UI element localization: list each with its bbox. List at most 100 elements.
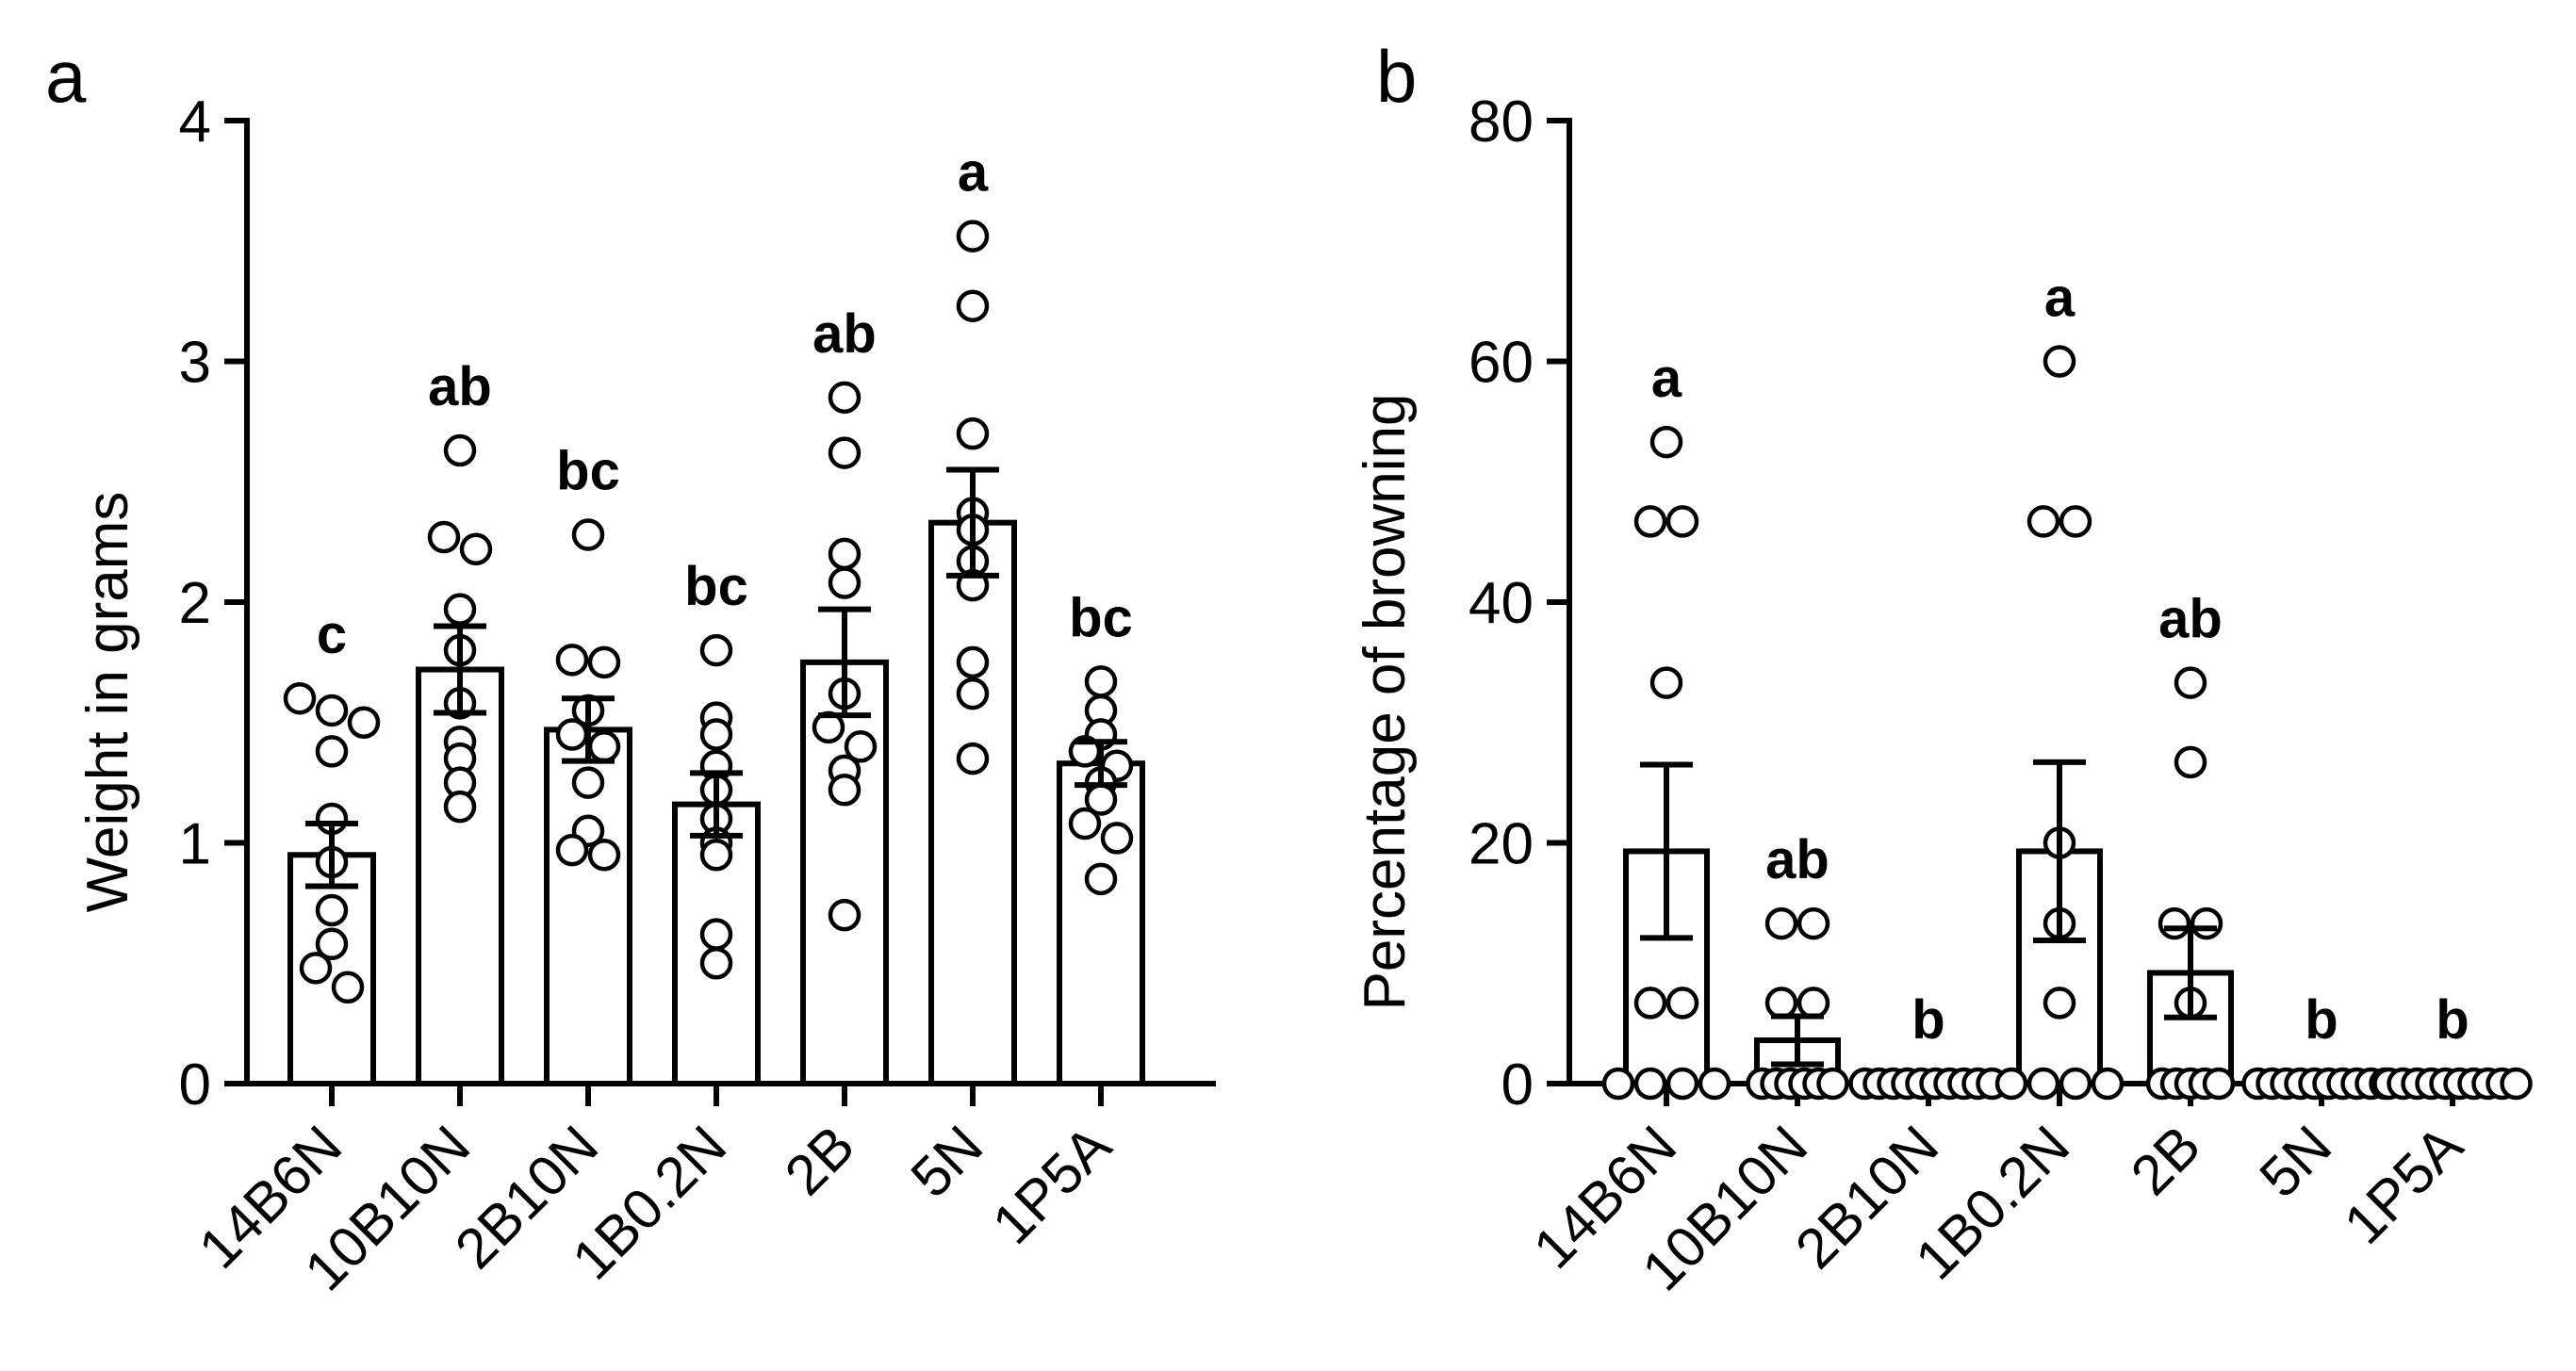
panel-a-point-14B6N [299,952,333,985]
panel-a-point-2B10N [571,518,605,551]
panel-a-significance-1P5A: bc [1069,587,1133,648]
panel-a-point-1B0.2N [699,947,733,980]
panel-b-y-tick-label: 40 [1468,571,1534,636]
panel-a-point-2B [828,898,861,932]
panel-b-label: b [1376,35,1417,118]
panel-b-point-1B0.2N [2059,1067,2092,1101]
panel-b-point-2B [2190,906,2223,940]
panel-a-point-10B10N [427,520,461,554]
panel-b-point-2B [2174,745,2207,779]
panel-a-significance-5N: a [958,142,989,204]
panel-b-point-2B [2158,906,2191,940]
panel-a-point-10B10N [443,433,477,467]
panel-a-point-10B10N [443,790,477,824]
panel-b-point-10B10N [1764,906,1798,940]
panel-b-bar-1B0.2N [2016,848,2103,1086]
panel-a-point-5N [956,645,990,679]
panel-a-point-10B10N [443,593,477,626]
panel-a-point-1P5A [1084,665,1118,698]
panel-a-point-14B6N [283,681,317,715]
panel-b-point-1B0.2N [2059,505,2092,538]
panel-b-significance-10B10N: ab [1765,829,1829,890]
panel-a-significance-2B: ab [812,303,877,365]
panel-a-point-2B [828,566,861,599]
panel-b-point-1B0.2N [2026,505,2060,538]
panel-a-point-2B [828,381,861,415]
panel-a-significance-10B10N: ab [428,356,492,417]
panel-a-significance-1B0.2N: bc [684,556,748,617]
panel-a-point-2B10N [587,839,621,872]
panel-a-point-2B [844,730,878,763]
panel-a-y-tick-label: 1 [179,812,211,877]
panel-b-significance-2B: ab [2158,589,2223,650]
panel-a-point-1B0.2N [699,918,733,951]
panel-a-point-2B10N [555,833,589,867]
panel-a-y-axis-title: Weight in grams [75,492,140,913]
panel-a-point-1B0.2N [699,633,733,667]
panel-a-point-14B6N [331,971,365,1004]
panel-a-point-14B6N [315,694,349,727]
panel-b-point-14B6N [1665,987,1699,1020]
panel-a-point-1P5A [1068,807,1102,841]
panel-b-point-1B0.2N [1994,1067,2028,1101]
panel-b-y-tick-label: 0 [1501,1053,1534,1118]
panel-b-significance-2B10N: b [1911,989,1944,1051]
panel-a-point-5N [956,416,990,450]
panel-b-point-10B10N [1816,1067,1849,1101]
panel-a-point-1B0.2N [699,718,733,751]
panel-a-significance-14B6N: c [317,604,347,665]
panel-b-y-tick-label: 20 [1468,812,1534,877]
panel-a-point-2B [828,537,861,571]
panel-a-point-2B [828,436,861,469]
panel-b-point-1B0.2N [2043,345,2076,378]
panel-a-point-2B10N [587,645,621,679]
panel-a-point-2B [828,774,861,807]
panel-b-significance-1P5A: b [2436,989,2469,1051]
panel-a-point-1P5A [1084,862,1118,896]
panel-b-point-2B [2174,666,2207,699]
panel-a-point-1B0.2N [699,839,733,872]
panel-b-point-1B0.2N [2091,1067,2125,1101]
panel-a-point-5N [956,677,990,710]
panel-b-point-14B6N [1649,666,1683,699]
panel-a-y-tick-label: 3 [179,331,211,396]
panel-a-y-tick-label: 4 [179,90,211,155]
panel-a-significance-2B10N: bc [556,440,620,501]
panel-b-point-14B6N [1698,1067,1731,1101]
panel-a-point-2B10N [555,718,589,751]
panel-a-point-2B10N [587,730,621,763]
panel-a-point-5N [956,220,990,253]
panel-a-point-14B6N [347,706,381,739]
panel-b-point-14B6N [1633,505,1667,538]
panel-b-point-1B0.2N [2026,1067,2060,1101]
panel-a-point-14B6N [315,893,349,927]
panel-a-y-tick-label: 0 [179,1053,211,1118]
panel-a-bar-5N [928,519,1017,1086]
panel-b-point-10B10N [1797,906,1830,940]
panel-b-point-14B6N [1665,505,1699,538]
panel-b-significance-14B6N: a [1651,348,1682,409]
panel-b-point-1P5A [2500,1067,2533,1101]
panel-b-point-14B6N [1665,1067,1699,1101]
panel-b-point-14B6N [1633,1067,1667,1101]
panel-b-y-axis-title: Percentage of browning [1353,394,1418,1011]
panel-a-point-14B6N [315,927,349,961]
panel-b-y-tick-label: 80 [1468,90,1534,155]
panel-a-point-10B10N [459,532,493,566]
panel-b-point-14B6N [1633,987,1667,1020]
panel-a-point-2B10N [571,766,605,799]
panel-a-point-1P5A [1100,822,1134,855]
panel-b-point-14B6N [1601,1067,1635,1101]
panel-a-point-5N [956,289,990,322]
panel-a-label: a [45,35,87,118]
panel-b-point-10B10N [1764,987,1798,1020]
panel-b-point-10B10N [1797,987,1830,1020]
panel-b-significance-5N: b [2305,989,2338,1051]
panel-a-point-14B6N [315,735,349,768]
panel-a-y-tick-label: 2 [179,571,211,636]
panel-a-point-2B10N [555,644,589,677]
panel-b-point-1B0.2N [2043,987,2076,1020]
panel-b-point-14B6N [1649,425,1683,459]
panel-a-point-5N [956,742,990,775]
panel-b-point-2B [2202,1067,2236,1101]
